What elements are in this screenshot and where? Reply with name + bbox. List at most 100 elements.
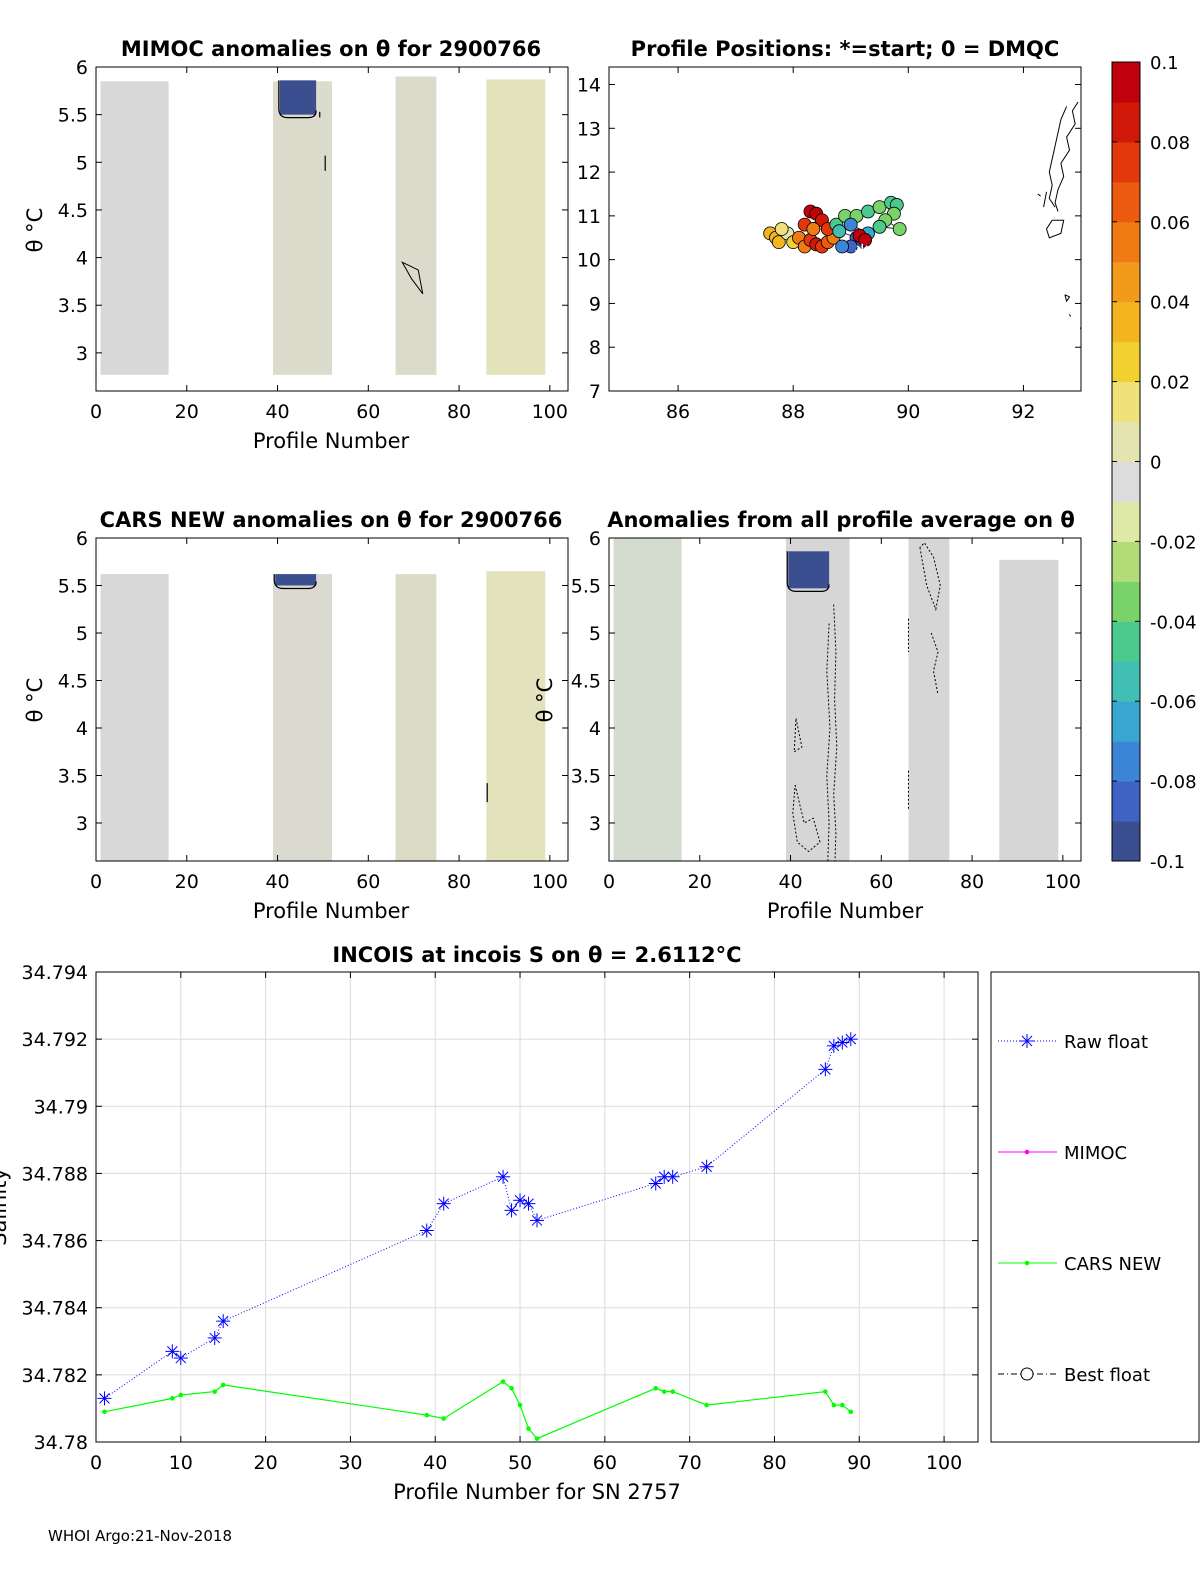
colorbar-band xyxy=(1112,141,1140,183)
anomaly-block xyxy=(999,559,1059,861)
cars-new-point xyxy=(220,1382,226,1388)
raw-float-point-stroke xyxy=(497,1171,509,1183)
y-axis-label: θ °C xyxy=(23,678,47,723)
raw-float-point xyxy=(216,1314,231,1329)
profile-position-point xyxy=(771,235,786,250)
y-tick-label: 34.78 xyxy=(34,1432,88,1454)
raw-float-point-stroke xyxy=(650,1178,662,1189)
colorbar-band xyxy=(1112,781,1140,822)
legend-box xyxy=(990,971,1200,1443)
profile-position-point xyxy=(892,222,907,236)
profile-position-point xyxy=(774,222,789,236)
raw-float-point-stroke xyxy=(421,1225,433,1236)
panel-mimoc: MIMOC anomalies on θ for 2900766 0 20 40 60… xyxy=(23,37,569,453)
raw-float-point xyxy=(97,1391,112,1406)
colorbar-tick-label: 0 xyxy=(1150,453,1161,474)
legend: Raw float MIMOC CARS NEW Best float xyxy=(990,971,1200,1443)
y-tick-label: 8 xyxy=(589,337,601,359)
panel-title: MIMOC anomalies on θ for 2900766 xyxy=(121,37,541,61)
legend-marker xyxy=(1024,1149,1030,1155)
x-tick-label: 20 xyxy=(688,871,712,893)
y-tick-label: 5.5 xyxy=(571,576,601,598)
x-tick-label: 100 xyxy=(532,871,568,893)
raw-float-point xyxy=(648,1176,663,1191)
raw-float-point-stroke xyxy=(523,1198,534,1209)
y-tick-label: 34.792 xyxy=(22,1029,88,1051)
contour-line xyxy=(401,261,424,295)
colorbar-band xyxy=(1112,461,1140,502)
y-tick-label: 3.5 xyxy=(58,295,88,317)
y-tick-label: 10 xyxy=(577,250,601,272)
colorbar-band xyxy=(1112,821,1140,862)
raw-float-point-stroke xyxy=(166,1346,178,1357)
footer-stamp: WHOI Argo:21-Nov-2018 xyxy=(48,1527,232,1545)
y-tick-label: 12 xyxy=(577,162,601,184)
legend-label: Raw float xyxy=(1064,1032,1148,1053)
colorbar-tick-label: -0.06 xyxy=(1150,692,1197,713)
contour-line xyxy=(833,604,838,862)
colorbar-tick-label: -0.02 xyxy=(1150,532,1197,553)
y-tick-label: 5 xyxy=(589,623,601,645)
panel-title: Anomalies from all profile average on θ xyxy=(607,508,1075,532)
y-tick-label: 34.784 xyxy=(22,1298,88,1320)
raw-float-point-stroke xyxy=(701,1161,712,1173)
contour-line xyxy=(792,784,821,853)
colorbar-tick-label: -0.1 xyxy=(1150,852,1185,873)
panel-positions: Profile Positions: *=start; 0 = DMQC 86 8… xyxy=(577,37,1082,423)
raw-float-point xyxy=(521,1196,536,1211)
colorbar-tick-label: 0.06 xyxy=(1150,213,1190,234)
anomaly-block xyxy=(395,76,437,375)
y-tick-label: 14 xyxy=(577,75,601,97)
raw-float-point-stroke xyxy=(845,1033,857,1045)
legend-marker xyxy=(1021,1035,1033,1047)
cars-new-point xyxy=(848,1409,854,1415)
cars-new-point xyxy=(509,1385,514,1391)
raw-float-point-stroke xyxy=(531,1215,543,1226)
raw-float-point-stroke xyxy=(217,1315,229,1327)
x-axis-label: Profile Number xyxy=(253,899,410,923)
x-tick-label: 20 xyxy=(175,401,199,423)
raw-float-point xyxy=(530,1213,544,1228)
raw-float-point xyxy=(173,1351,188,1366)
x-axis-label: Profile Number xyxy=(767,899,924,923)
raw-float-point xyxy=(699,1159,714,1174)
anomaly-block xyxy=(273,81,332,375)
x-tick-label: 40 xyxy=(265,871,289,893)
colorbar-band xyxy=(1112,261,1140,303)
plot-area: 0 20 40 60 80 100 3 3.5 4 4.5 5 5.5 6 xyxy=(58,57,569,423)
cars-new-point xyxy=(441,1416,447,1421)
legend-marker xyxy=(1024,1260,1030,1266)
profile-position-point xyxy=(835,239,850,254)
y-tick-label: 4.5 xyxy=(571,671,601,693)
cars-new-point xyxy=(526,1426,531,1431)
cars-new-point xyxy=(178,1392,184,1398)
panel-incois: INCOIS at incois S on θ = 2.6112°C 0 10 20… xyxy=(0,943,1200,1504)
coastline xyxy=(1054,101,1079,212)
x-tick-label: 60 xyxy=(356,401,380,423)
x-tick-label: 60 xyxy=(869,871,893,893)
x-tick-label: 100 xyxy=(532,401,568,423)
y-tick-label: 6 xyxy=(589,528,601,550)
raw-float-point-stroke xyxy=(667,1171,679,1183)
cars-new-point xyxy=(823,1389,828,1394)
y-tick-label: 34.788 xyxy=(22,1163,88,1185)
y-tick-label: 3.5 xyxy=(571,766,601,788)
x-tick-label: 0 xyxy=(603,871,615,893)
y-axis-label: θ °C xyxy=(23,208,47,253)
start-marker-stroke xyxy=(856,245,868,257)
x-tick-label: 88 xyxy=(781,401,805,423)
raw-float-point-stroke xyxy=(438,1198,450,1209)
x-tick-label: 80 xyxy=(447,401,471,423)
profile-position-point xyxy=(872,200,887,215)
y-tick-label: 3 xyxy=(76,343,88,365)
colorbar-band xyxy=(1112,341,1140,383)
anomaly-block xyxy=(100,81,169,375)
start-marker xyxy=(855,243,870,258)
y-axis-label: Salinity xyxy=(0,1168,11,1246)
cars-new-point xyxy=(670,1389,675,1394)
contour-line xyxy=(278,80,317,119)
contour-line xyxy=(273,574,317,590)
contour-line xyxy=(826,623,831,862)
coastline xyxy=(1048,106,1068,208)
